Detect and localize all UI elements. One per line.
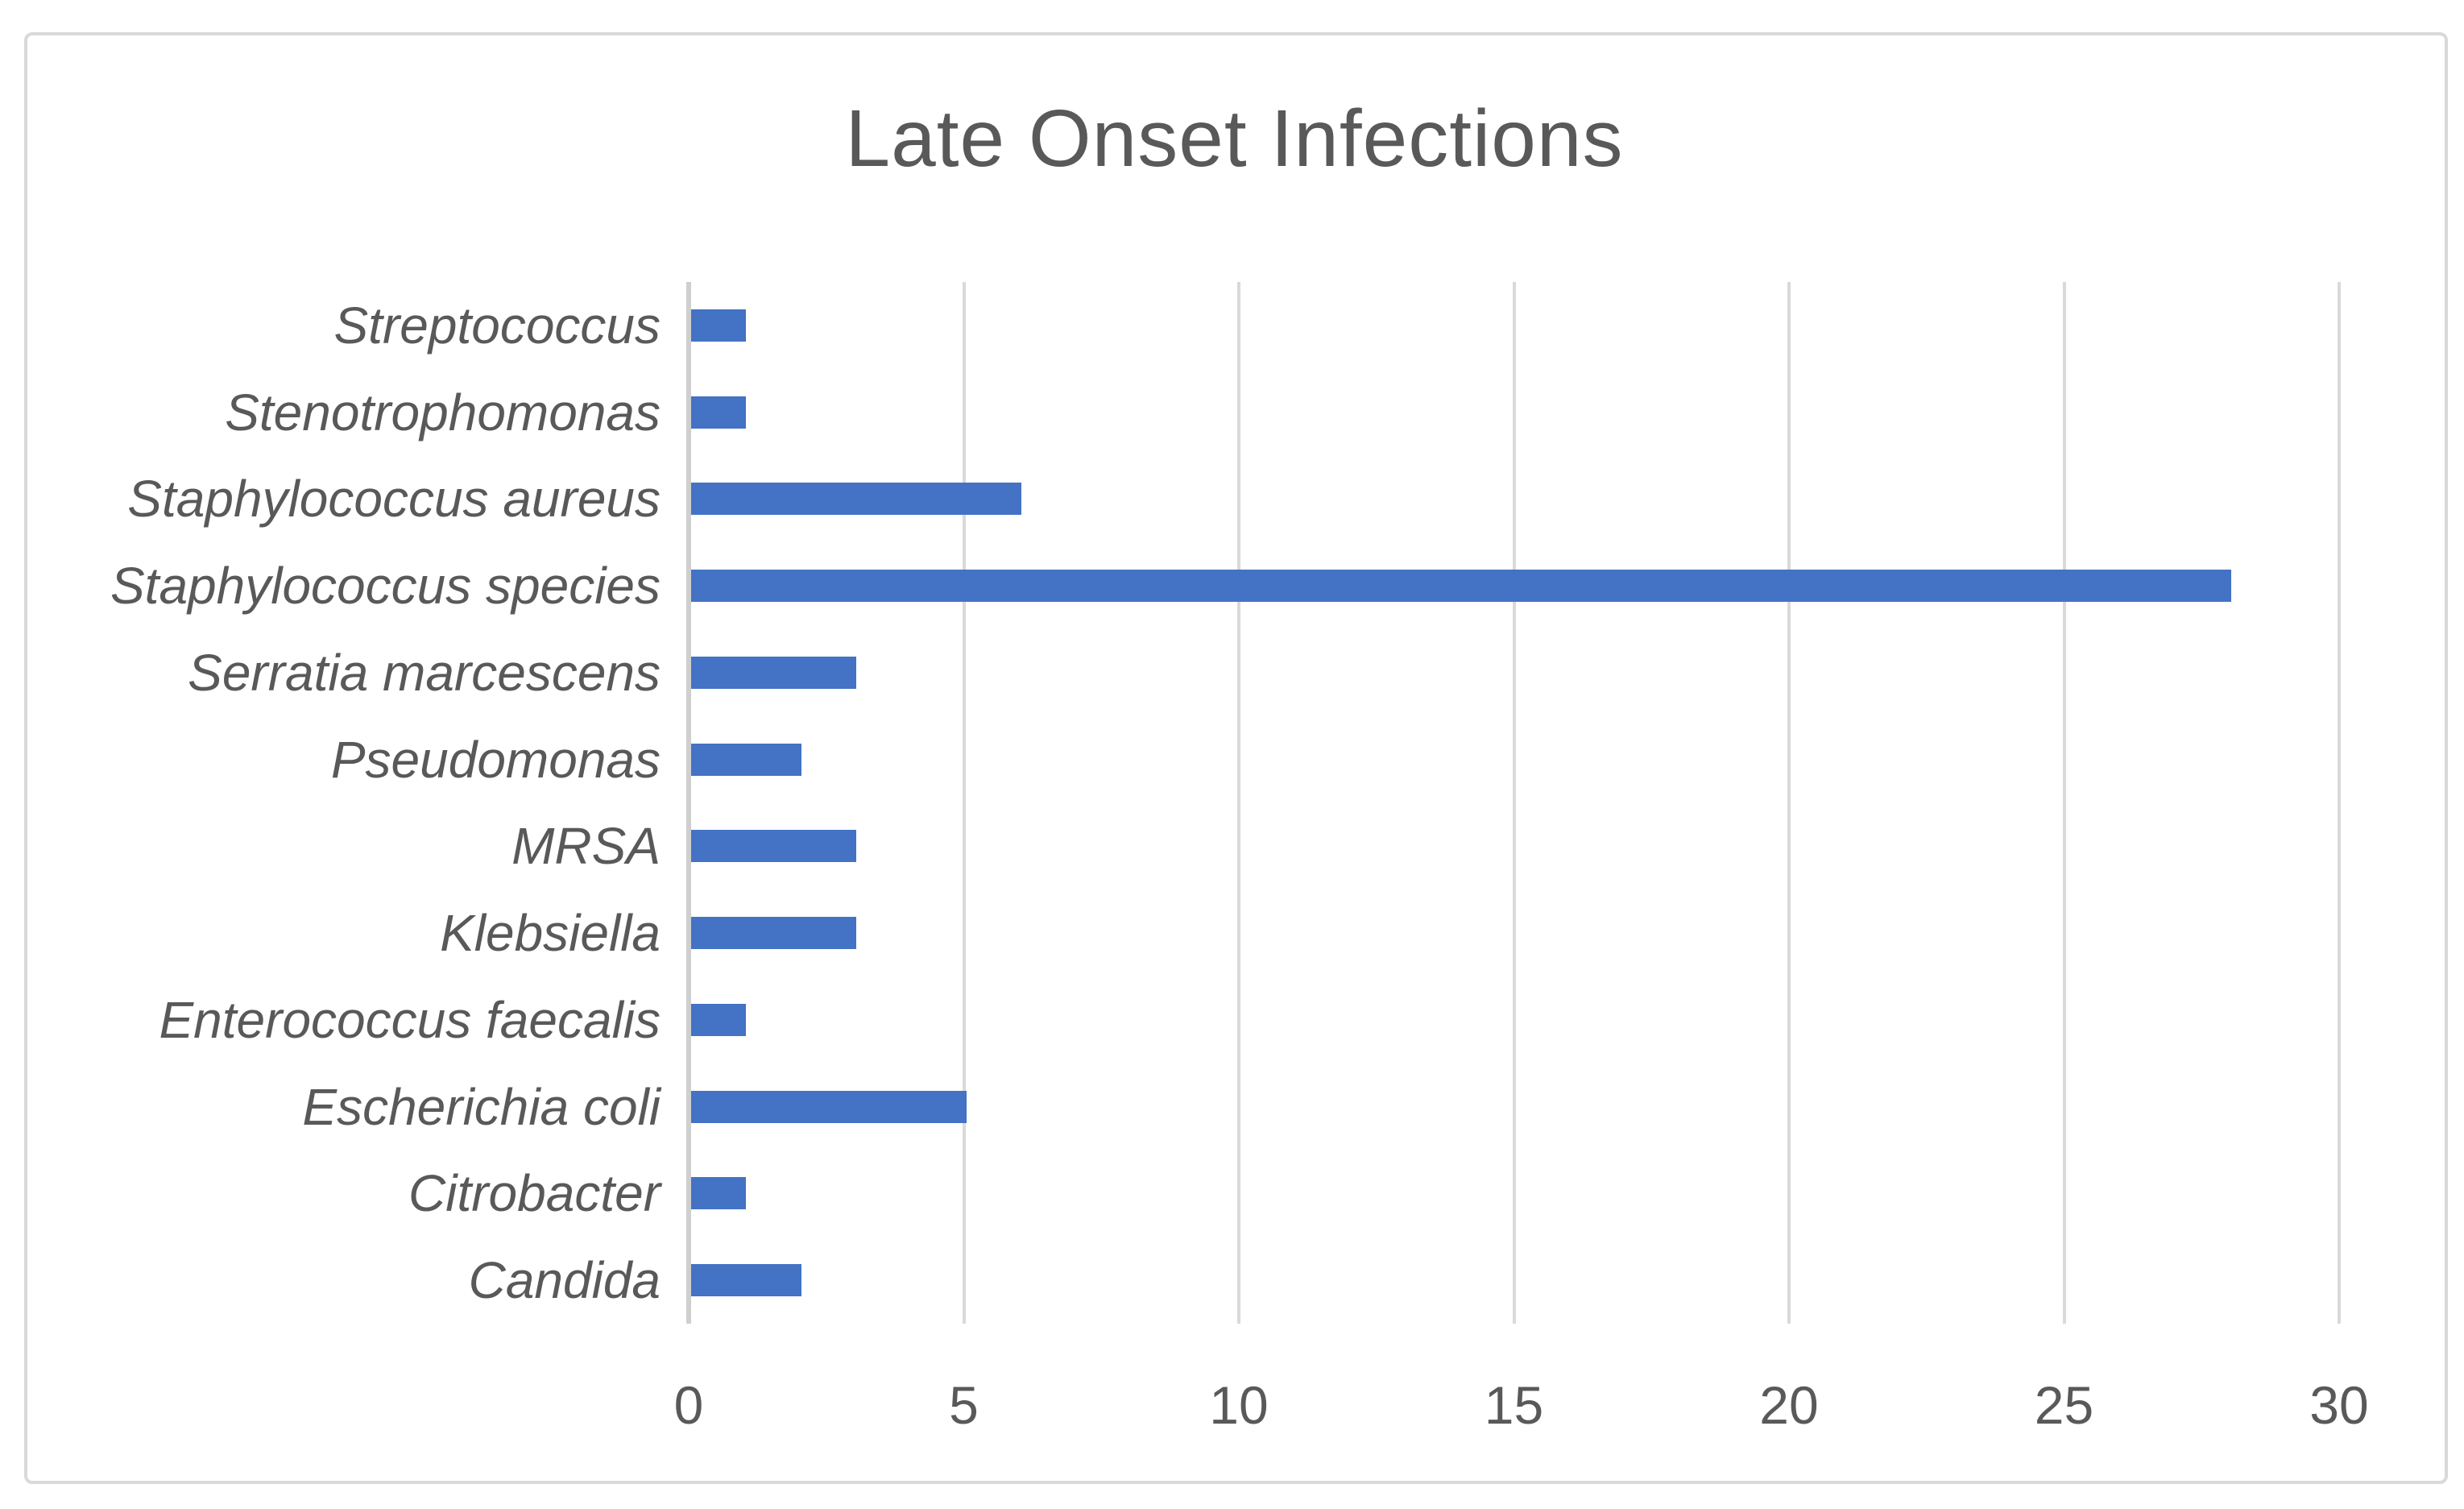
bar — [691, 309, 747, 342]
gridline — [2338, 282, 2341, 1324]
y-axis-label: MRSA — [511, 817, 661, 876]
y-axis-label: Candida — [468, 1251, 661, 1310]
axis-line — [686, 282, 691, 1324]
x-axis-tick-label: 5 — [949, 1375, 979, 1435]
x-axis-tick-label: 15 — [1484, 1375, 1544, 1435]
bar — [691, 1003, 747, 1036]
y-axis-label: Serratia marcescens — [188, 643, 661, 702]
y-axis-label: Escherichia coli — [302, 1077, 661, 1136]
x-axis-tick-label: 10 — [1209, 1375, 1269, 1435]
y-axis-label: Staphylococcus aureus — [127, 470, 661, 529]
y-axis-label: Pseudomonas — [330, 730, 661, 789]
bar — [691, 656, 856, 689]
x-axis-tick-label: 20 — [1759, 1375, 1819, 1435]
y-axis-label: Klebsiella — [440, 904, 661, 963]
chart-frame — [24, 32, 2448, 1484]
bar — [691, 570, 2232, 603]
y-axis-label: Stenotrophomonas — [225, 383, 661, 442]
bar — [691, 1264, 801, 1297]
x-axis-tick-label: 30 — [2309, 1375, 2369, 1435]
x-axis-tick-label: 0 — [673, 1375, 704, 1435]
bar — [691, 396, 747, 429]
y-axis-label: Staphylococcus species — [110, 557, 661, 616]
gridline — [1512, 282, 1516, 1324]
gridline — [1237, 282, 1240, 1324]
gridline — [2062, 282, 2066, 1324]
bar — [691, 1177, 747, 1210]
bar — [691, 743, 801, 776]
y-axis-label: Streptococcus — [333, 296, 661, 354]
x-axis-tick-label: 25 — [2034, 1375, 2094, 1435]
bar — [691, 917, 856, 950]
bar — [691, 1090, 967, 1123]
y-axis-label: Enterococcus faecalis — [159, 990, 661, 1049]
bar — [691, 830, 856, 863]
y-axis-label: Citrobacter — [408, 1164, 661, 1223]
bar — [691, 483, 1021, 516]
chart-title: Late Onset Infections — [845, 93, 1624, 184]
gridline — [1787, 282, 1791, 1324]
gridline — [962, 282, 966, 1324]
